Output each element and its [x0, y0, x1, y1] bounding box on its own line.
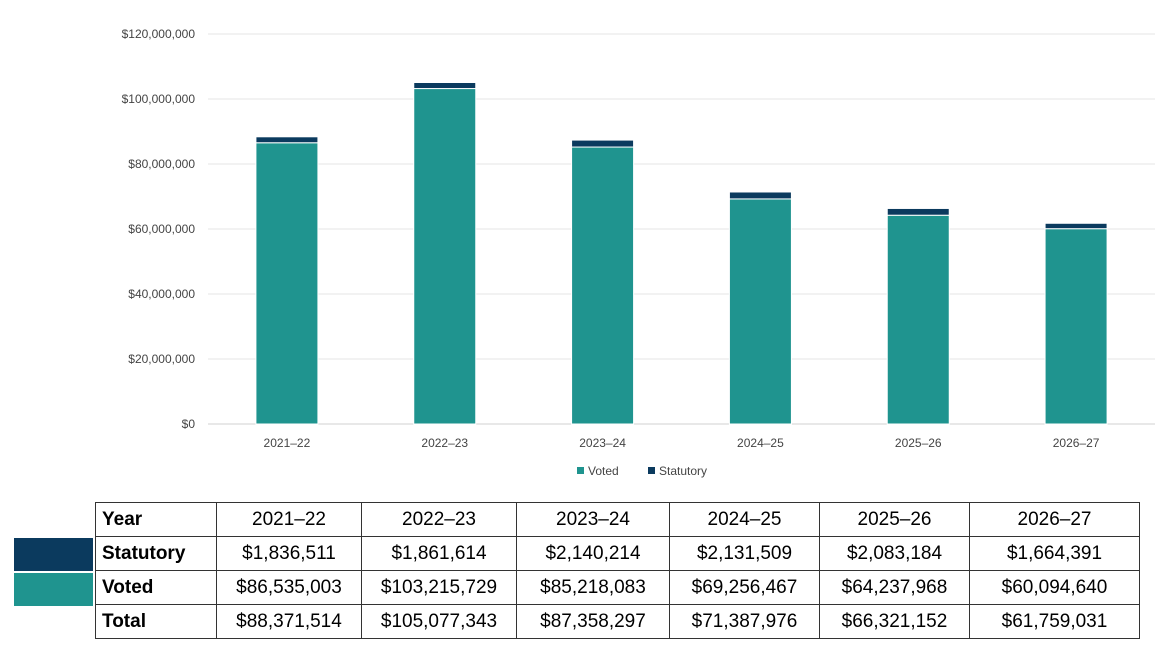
bar-voted [571, 146, 635, 425]
table-row: Total $88,371,514 $105,077,343 $87,358,2… [95, 604, 1140, 639]
row-label: Total [95, 604, 217, 639]
legend-swatch-statutory [648, 467, 655, 474]
table-cell: $60,094,640 [969, 570, 1140, 605]
table-cell: $88,371,514 [216, 604, 362, 639]
table-cell: $87,358,297 [516, 604, 670, 639]
bar-voted [1044, 228, 1108, 425]
table-cell: $1,836,511 [216, 536, 362, 571]
x-tick-label: 2026–27 [1053, 436, 1100, 450]
y-tick-label: $0 [182, 417, 196, 431]
header-cell: 2026–27 [969, 502, 1140, 537]
y-tick-label: $80,000,000 [128, 157, 195, 171]
table-cell: $86,535,003 [216, 570, 362, 605]
table-cell: $1,664,391 [969, 536, 1140, 571]
y-tick-label: $120,000,000 [122, 27, 196, 41]
bar-statutory [728, 191, 792, 200]
x-tick-label: 2024–25 [737, 436, 784, 450]
row-label: Voted [95, 570, 217, 605]
y-tick-label: $40,000,000 [128, 287, 195, 301]
table-cell: $85,218,083 [516, 570, 670, 605]
header-cell: 2024–25 [669, 502, 820, 537]
header-cell: Year [95, 502, 217, 537]
bar-statutory [413, 81, 477, 90]
bar-statutory [886, 207, 950, 216]
legend-swatch-voted [577, 467, 584, 474]
table-header-row: Year 2021–22 2022–23 2023–24 2024–25 202… [95, 502, 1140, 537]
table-cell: $71,387,976 [669, 604, 820, 639]
bar-voted [255, 142, 319, 425]
table-cell: $66,321,152 [819, 604, 970, 639]
legend-label: Voted [588, 464, 619, 478]
header-cell: 2023–24 [516, 502, 670, 537]
bar-voted [728, 198, 792, 425]
y-tick-label: $100,000,000 [122, 92, 196, 106]
table-cell: $64,237,968 [819, 570, 970, 605]
x-tick-label: 2023–24 [579, 436, 626, 450]
table-cell: $69,256,467 [669, 570, 820, 605]
bar-statutory [571, 139, 635, 148]
x-tick-label: 2025–26 [895, 436, 942, 450]
y-tick-label: $60,000,000 [128, 222, 195, 236]
table-cell: $1,861,614 [361, 536, 517, 571]
stacked-bar-chart: $0 $20,000,000 $40,000,000 $60,000,000 $80,0… [122, 27, 1155, 478]
table-cell: $105,077,343 [361, 604, 517, 639]
legend-label: Statutory [659, 464, 707, 478]
data-table: Year 2021–22 2022–23 2023–24 2024–25 202… [95, 502, 1140, 639]
table-cell: $103,215,729 [361, 570, 517, 605]
bar-voted [413, 88, 477, 425]
statutory-swatch [14, 538, 93, 571]
table-row: Voted $86,535,003 $103,215,729 $85,218,0… [95, 570, 1140, 605]
y-tick-label: $20,000,000 [128, 352, 195, 366]
table-cell: $61,759,031 [969, 604, 1140, 639]
table-cell: $2,083,184 [819, 536, 970, 571]
table-cell: $2,131,509 [669, 536, 820, 571]
bar-statutory [255, 136, 319, 144]
voted-swatch [14, 573, 93, 606]
x-tick-label: 2022–23 [421, 436, 468, 450]
row-label: Statutory [95, 536, 217, 571]
table-cell: $2,140,214 [516, 536, 670, 571]
x-tick-label: 2021–22 [264, 436, 311, 450]
header-cell: 2021–22 [216, 502, 362, 537]
table-row: Statutory $1,836,511 $1,861,614 $2,140,2… [95, 536, 1140, 571]
bar-voted [886, 214, 950, 425]
header-cell: 2025–26 [819, 502, 970, 537]
bar-statutory [1044, 222, 1108, 230]
header-cell: 2022–23 [361, 502, 517, 537]
